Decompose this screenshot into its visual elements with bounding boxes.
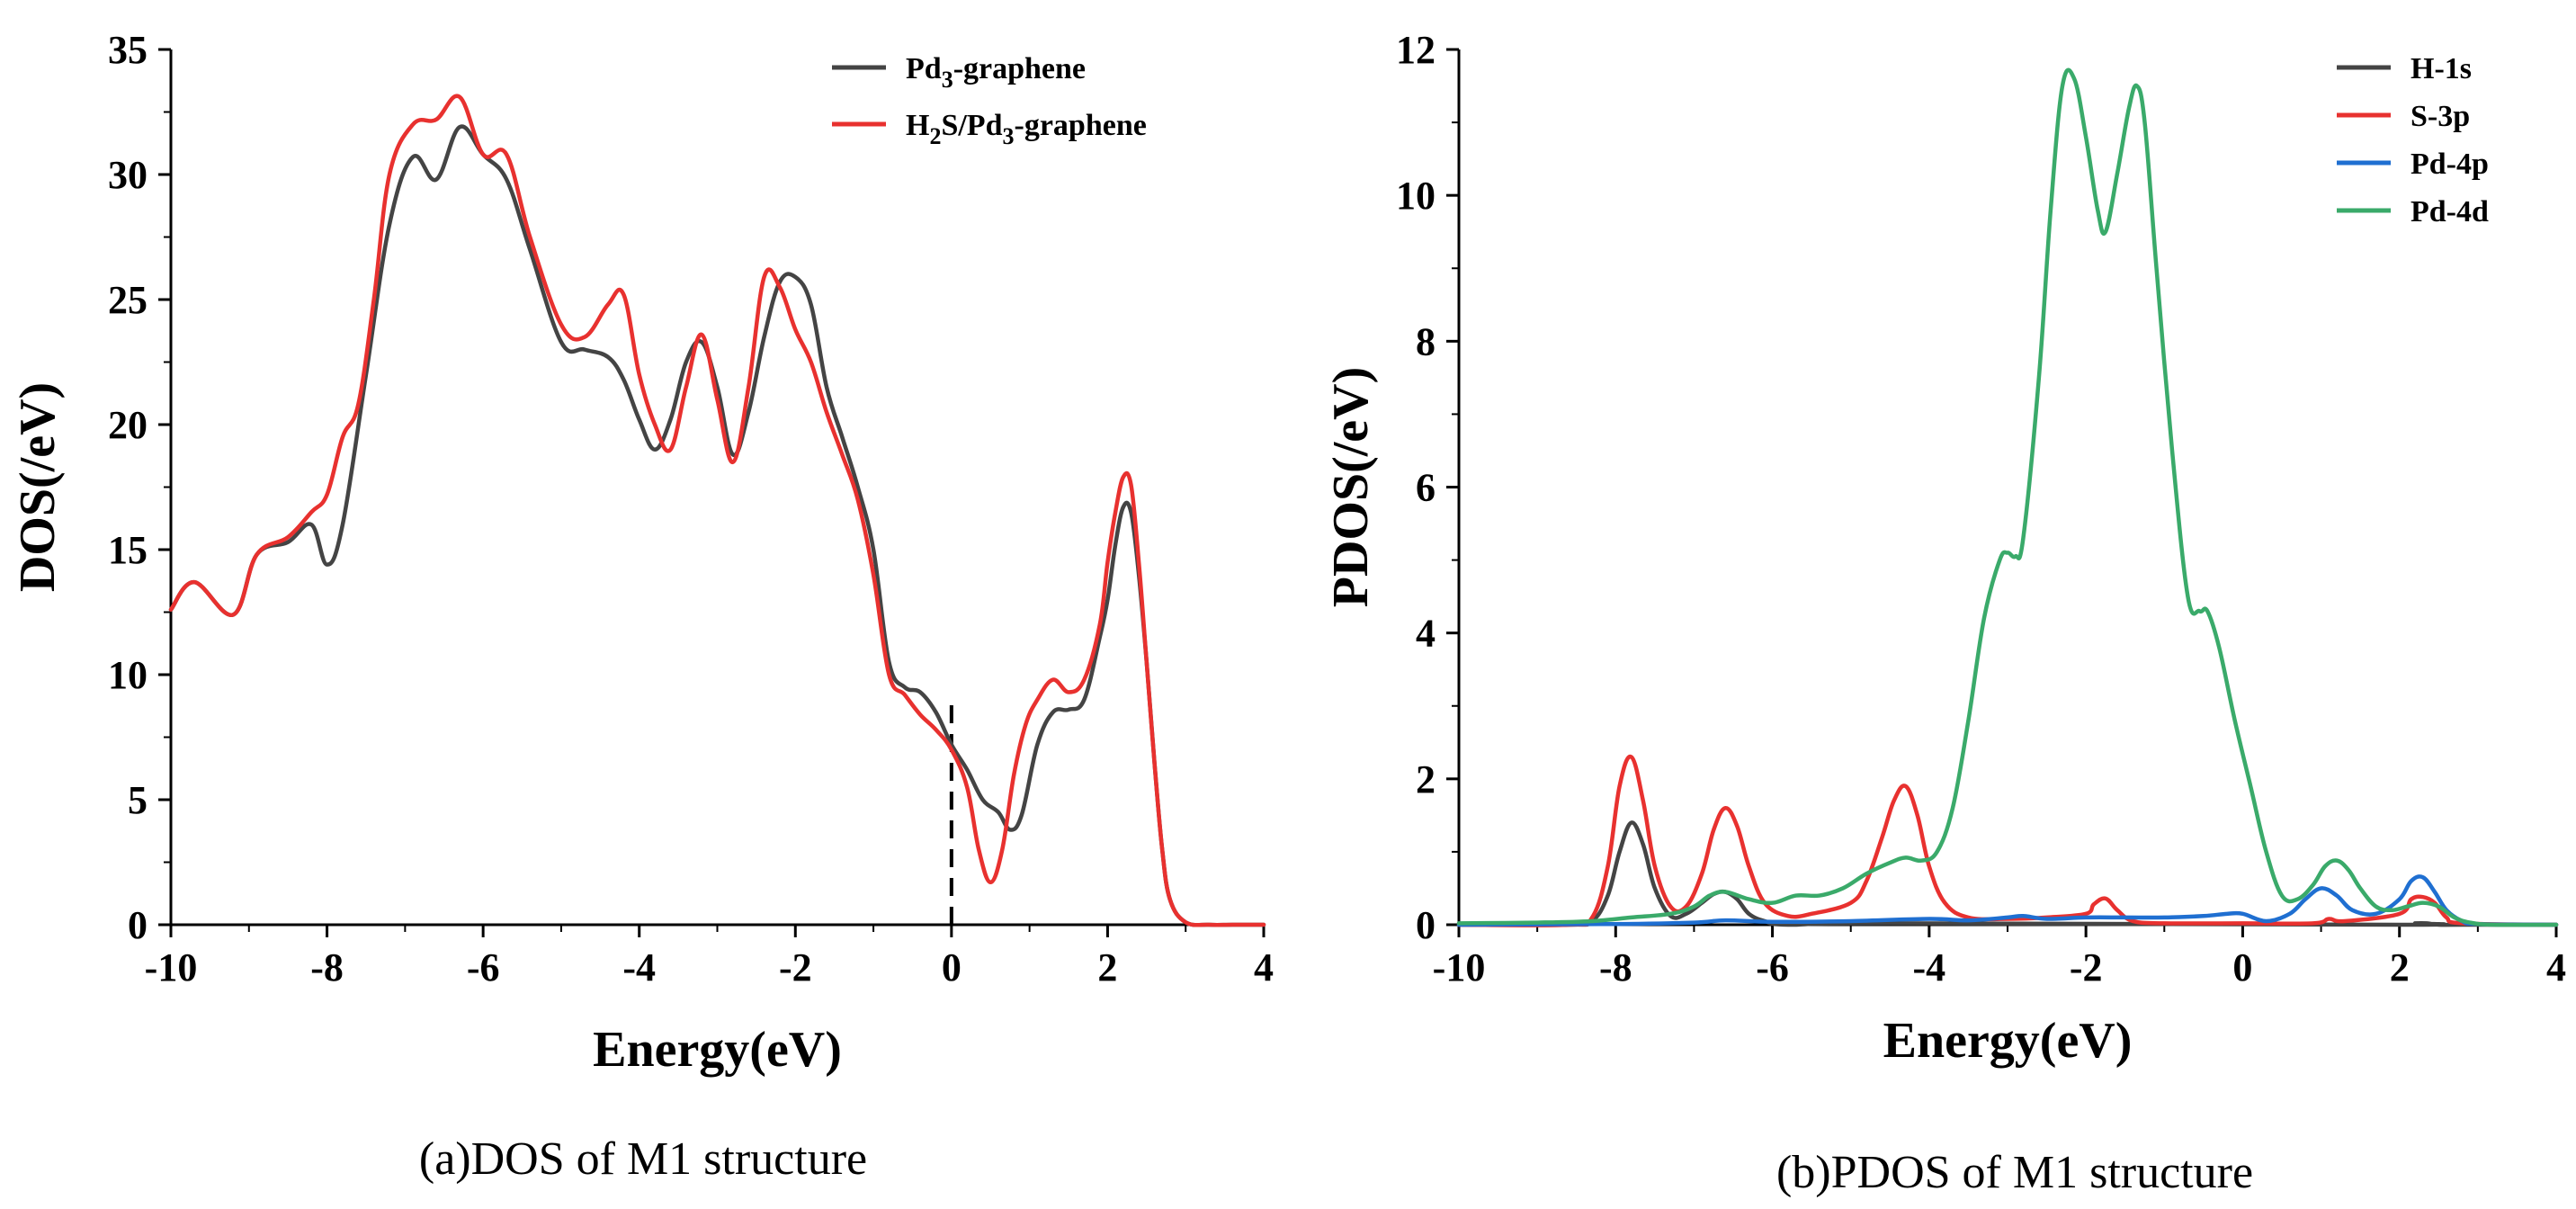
pdos-caption: (b)PDOS of M1 structure xyxy=(1776,1147,2253,1198)
pdos-y-tick-label: 12 xyxy=(1396,28,1436,72)
dos-x-axis-title: Energy(eV) xyxy=(593,1022,842,1078)
dos-x-tick-label: -6 xyxy=(467,945,500,990)
dos-y-tick-label: 25 xyxy=(108,278,148,322)
dos-y-tick-label: 5 xyxy=(128,778,148,822)
pdos-series-line-h1s xyxy=(1456,820,2559,927)
pdos-x-tick-label: -10 xyxy=(1433,945,1486,990)
pdos-x-tick-label: 4 xyxy=(2546,945,2566,990)
legend-text-part: 2 xyxy=(929,123,941,149)
pdos-x-tick-label: -2 xyxy=(2070,945,2103,990)
pdos-legend-label: Pd-4d xyxy=(2411,195,2489,228)
dos-panel: -10 -8 -6 -4 -2 0 2 4 0 5 10 15 20 25 30 35 Energy(eV) DO… xyxy=(10,28,1274,1185)
pdos-series-line-s3p xyxy=(1456,754,2559,927)
dos-y-tick-label: 15 xyxy=(108,528,148,572)
legend-text-part: Pd xyxy=(906,52,942,85)
pdos-legend-label: H-1s xyxy=(2411,52,2472,85)
dos-series-line-pd3-graphene xyxy=(168,124,1266,927)
pdos-series-line-pd4d xyxy=(1456,67,2559,927)
dos-caption: (a)DOS of M1 structure xyxy=(419,1133,867,1185)
legend-text-part: -graphene xyxy=(1015,109,1147,142)
pdos-series-line-pd4p xyxy=(1456,874,2559,927)
legend-text-part: 3 xyxy=(1003,123,1015,149)
pdos-legend-label: Pd-4p xyxy=(2411,148,2489,181)
dos-x-tick-label: 4 xyxy=(1254,945,1274,990)
pdos-y-tick-label: 8 xyxy=(1416,319,1436,363)
legend-text-part: S/Pd xyxy=(941,109,1002,142)
pdos-x-tick-label: -4 xyxy=(1913,945,1946,990)
dos-y-tick-label: 10 xyxy=(108,653,148,697)
pdos-y-axis-title: PDOS(/eV) xyxy=(1323,367,1379,608)
pdos-y-tick-label: 4 xyxy=(1416,612,1436,656)
dos-legend-label: Pd3-graphene xyxy=(906,52,1086,93)
pdos-x-tick-label: 0 xyxy=(2232,945,2252,990)
dos-y-tick-label: 30 xyxy=(108,153,148,197)
dos-y-tick-label: 0 xyxy=(128,903,148,947)
pdos-y-tick-label: 6 xyxy=(1416,466,1436,510)
dos-x-tick-label: -10 xyxy=(145,945,198,990)
legend-text-part: H xyxy=(906,109,929,142)
legend-text-part: -graphene xyxy=(953,52,1086,85)
pdos-x-tick-label: 2 xyxy=(2390,945,2410,990)
dos-series-line-h2s-pd3-graphene xyxy=(168,94,1266,927)
pdos-legend-label: S-3p xyxy=(2411,100,2470,133)
dos-x-tick-label: -4 xyxy=(622,945,656,990)
pdos-x-axis-title: Energy(eV) xyxy=(1883,1013,2133,1069)
pdos-y-tick-label: 10 xyxy=(1396,174,1436,218)
dos-y-tick-label: 35 xyxy=(108,28,148,72)
dos-x-tick-label: 0 xyxy=(942,945,962,990)
pdos-y-tick-label: 2 xyxy=(1416,757,1436,802)
pdos-panel: -10 -8 -6 -4 -2 0 2 4 0 2 4 6 8 10 12 Energy(eV) PDOS(/e… xyxy=(1323,28,2566,1198)
dos-x-tick-label: -2 xyxy=(779,945,812,990)
pdos-x-tick-label: -6 xyxy=(1756,945,1789,990)
pdos-y-tick-label: 0 xyxy=(1416,903,1436,947)
dos-x-tick-label: -8 xyxy=(310,945,344,990)
dos-y-tick-label: 20 xyxy=(108,403,148,447)
dos-legend-label: H2S/Pd3-graphene xyxy=(906,109,1147,149)
legend-text-part: 3 xyxy=(942,67,953,93)
dos-y-axis-title: DOS(/eV) xyxy=(10,382,66,592)
dos-x-tick-label: 2 xyxy=(1097,945,1117,990)
pdos-x-tick-label: -8 xyxy=(1599,945,1632,990)
